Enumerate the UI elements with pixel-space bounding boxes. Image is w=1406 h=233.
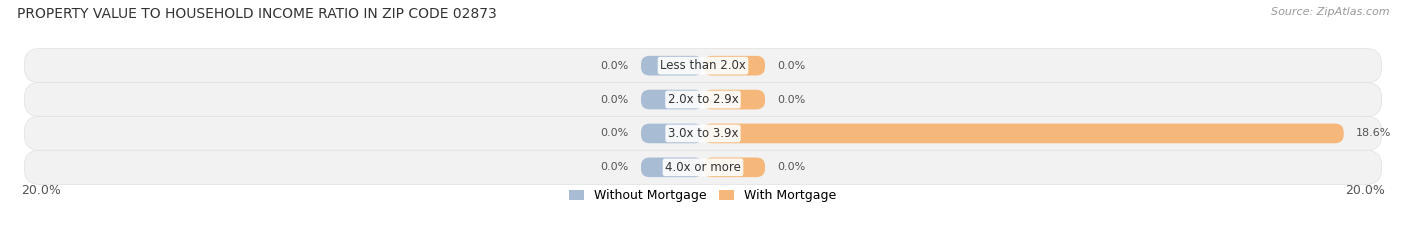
Text: 0.0%: 0.0% bbox=[600, 61, 628, 71]
FancyBboxPatch shape bbox=[641, 90, 703, 109]
Text: 0.0%: 0.0% bbox=[600, 128, 628, 138]
FancyBboxPatch shape bbox=[24, 48, 1382, 83]
Text: PROPERTY VALUE TO HOUSEHOLD INCOME RATIO IN ZIP CODE 02873: PROPERTY VALUE TO HOUSEHOLD INCOME RATIO… bbox=[17, 7, 496, 21]
FancyBboxPatch shape bbox=[24, 82, 1382, 117]
FancyBboxPatch shape bbox=[703, 90, 765, 109]
FancyBboxPatch shape bbox=[24, 116, 1382, 151]
Text: Less than 2.0x: Less than 2.0x bbox=[659, 59, 747, 72]
Text: 0.0%: 0.0% bbox=[778, 95, 806, 105]
Text: 20.0%: 20.0% bbox=[1346, 184, 1385, 197]
FancyBboxPatch shape bbox=[703, 124, 1344, 143]
FancyBboxPatch shape bbox=[641, 158, 703, 177]
FancyBboxPatch shape bbox=[24, 150, 1382, 185]
Text: 0.0%: 0.0% bbox=[600, 95, 628, 105]
Text: 0.0%: 0.0% bbox=[778, 61, 806, 71]
FancyBboxPatch shape bbox=[703, 158, 765, 177]
Text: 2.0x to 2.9x: 2.0x to 2.9x bbox=[668, 93, 738, 106]
Text: 0.0%: 0.0% bbox=[778, 162, 806, 172]
Text: Source: ZipAtlas.com: Source: ZipAtlas.com bbox=[1271, 7, 1389, 17]
FancyBboxPatch shape bbox=[641, 124, 703, 143]
Text: 3.0x to 3.9x: 3.0x to 3.9x bbox=[668, 127, 738, 140]
FancyBboxPatch shape bbox=[641, 56, 703, 75]
Text: 0.0%: 0.0% bbox=[600, 162, 628, 172]
Text: 4.0x or more: 4.0x or more bbox=[665, 161, 741, 174]
Legend: Without Mortgage, With Mortgage: Without Mortgage, With Mortgage bbox=[564, 184, 842, 207]
Text: 20.0%: 20.0% bbox=[21, 184, 60, 197]
Text: 18.6%: 18.6% bbox=[1355, 128, 1391, 138]
FancyBboxPatch shape bbox=[703, 56, 765, 75]
